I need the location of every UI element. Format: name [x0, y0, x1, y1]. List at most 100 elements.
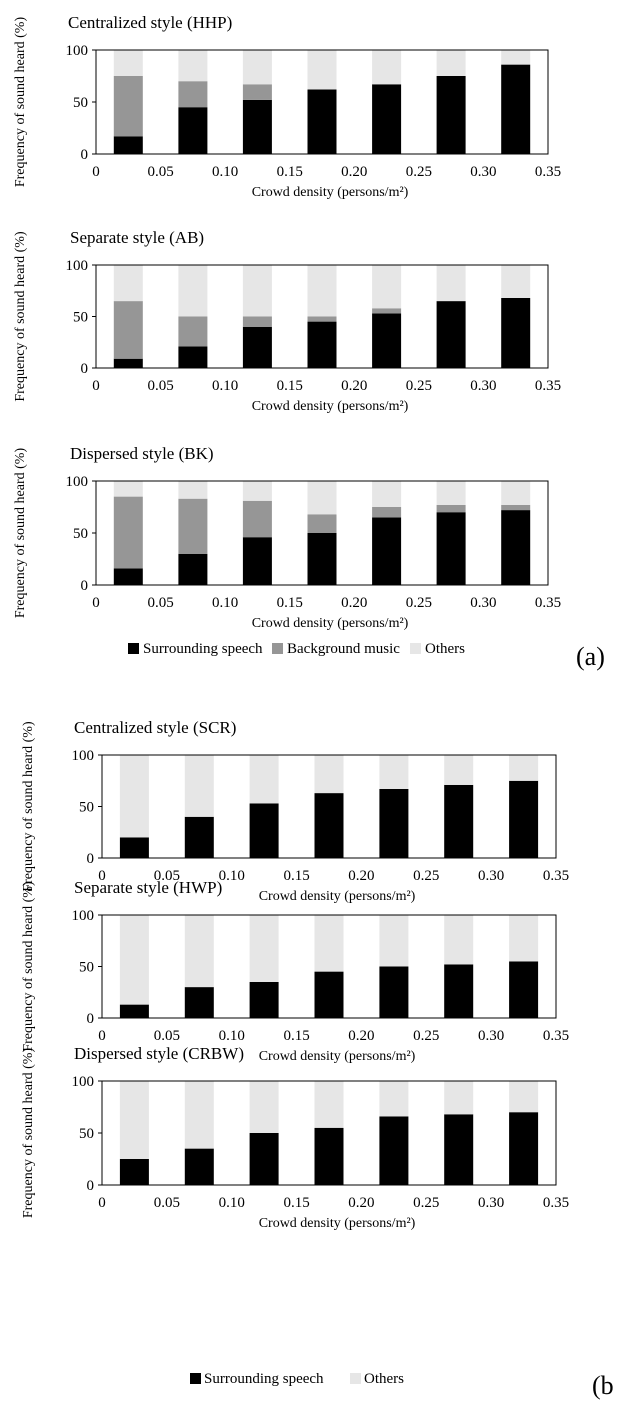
y-tick-label: 0: [81, 361, 89, 377]
bar-segment: [509, 780, 539, 859]
bar-segment: [119, 1159, 149, 1185]
x-tick-label: 0.15: [283, 868, 309, 884]
bar-segment: [178, 107, 208, 154]
legend-b: Surrounding speech Others: [190, 1371, 404, 1387]
bar-segment: [184, 1081, 214, 1149]
bar-segment: [379, 915, 409, 967]
bar-segment: [184, 1148, 214, 1185]
bar-segment: [249, 1133, 279, 1185]
bar-segment: [113, 568, 143, 585]
bar-segment: [307, 50, 337, 90]
bar-segment: [113, 136, 143, 154]
bar-segment: [178, 265, 208, 317]
bar-segment: [501, 64, 531, 154]
y-tick-label: 50: [79, 800, 94, 816]
bar-segment: [501, 504, 531, 511]
bar-segment: [501, 265, 531, 298]
bar-segment: [509, 1112, 539, 1185]
chart-title: Separate style (AB): [70, 228, 204, 247]
x-tick-label: 0.25: [406, 378, 432, 394]
bar-segment: [436, 504, 466, 513]
bar-segment: [249, 915, 279, 982]
y-tick-label: 50: [73, 526, 88, 542]
bar-segment: [307, 265, 337, 317]
bar-segment: [119, 837, 149, 858]
bar-segment: [178, 50, 208, 82]
legend-b-swatch-speech: [190, 1373, 201, 1384]
bar-segment: [501, 50, 531, 65]
bar-segment: [379, 1116, 409, 1185]
bar-segment: [119, 755, 149, 838]
bar-segment: [249, 982, 279, 1018]
bar-segment: [444, 1081, 474, 1115]
x-tick-label: 0.05: [147, 164, 173, 180]
bar-segment: [436, 481, 466, 505]
legend-b-label-speech: Surrounding speech: [204, 1371, 324, 1387]
bar-segment: [509, 961, 539, 1018]
x-tick-label: 0.20: [341, 378, 367, 394]
bar-segment: [119, 915, 149, 1005]
bar-segment: [307, 514, 337, 533]
bar-segment: [242, 481, 272, 501]
legend-a-label-speech: Surrounding speech: [143, 641, 263, 657]
x-axis-label: Crowd density (persons/m²): [259, 1049, 416, 1064]
x-tick-label: 0.30: [478, 868, 504, 884]
x-axis-label: Crowd density (persons/m²): [252, 616, 409, 631]
x-tick-label: 0.05: [154, 1028, 180, 1044]
panel-label-b: (b: [592, 1371, 614, 1400]
chart-1: Centralized style (HHP) 0 50 100 0 0.05 0.10 0.…: [13, 13, 561, 200]
x-tick-label: 0.20: [341, 164, 367, 180]
chart-title: Centralized style (HHP): [68, 13, 232, 32]
legend-a-swatch-others: [410, 643, 421, 654]
bar-segment: [113, 76, 143, 137]
x-tick-label: 0.20: [348, 1028, 374, 1044]
y-tick-label: 100: [66, 474, 89, 490]
x-tick-label: 0.30: [470, 164, 496, 180]
bar-segment: [113, 301, 143, 359]
chart-5: Separate style (HWP) 0 50 100 0 0.05 0.10 0.15 0…: [21, 878, 569, 1064]
bar-segment: [184, 755, 214, 817]
bar-segment: [314, 1081, 344, 1128]
y-tick-label: 100: [66, 258, 89, 274]
y-tick-label: 0: [81, 147, 89, 163]
x-tick-label: 0: [92, 378, 100, 394]
x-tick-label: 0.10: [212, 378, 238, 394]
bar-segment: [242, 500, 272, 538]
legend-a-swatch-speech: [128, 643, 139, 654]
x-tick-label: 0.15: [277, 595, 303, 611]
x-tick-label: 0.35: [535, 378, 561, 394]
y-tick-label: 100: [72, 1074, 95, 1090]
legend-a: Surrounding speech Background music Othe…: [128, 641, 465, 657]
bar-segment: [242, 99, 272, 154]
bar-segment: [184, 915, 214, 988]
x-tick-label: 0.30: [478, 1028, 504, 1044]
bar-segment: [113, 50, 143, 76]
y-tick-label: 0: [81, 578, 89, 594]
x-tick-label: 0.10: [212, 164, 238, 180]
y-tick-label: 0: [87, 1011, 95, 1027]
bar-segment: [501, 298, 531, 368]
x-tick-label: 0.25: [413, 1028, 439, 1044]
x-tick-label: 0.25: [406, 164, 432, 180]
bar-segment: [307, 481, 337, 515]
bar-segment: [314, 793, 344, 858]
y-tick-label: 50: [79, 960, 94, 976]
bar-segment: [307, 321, 337, 368]
y-tick-label: 100: [66, 43, 89, 59]
bar-segment: [379, 755, 409, 789]
panel-label-a: (a): [576, 642, 605, 671]
bar-segment: [372, 481, 402, 507]
x-axis-label: Crowd density (persons/m²): [252, 185, 409, 200]
chart-3: Dispersed style (BK) 0 50 100 0 0.05 0.10 0.15 0…: [13, 444, 561, 631]
bar-segment: [307, 316, 337, 322]
x-axis-label: Crowd density (persons/m²): [252, 399, 409, 414]
bar-segment: [178, 553, 208, 585]
bar-segment: [501, 510, 531, 585]
y-axis-label: Frequency of sound heard (%): [21, 721, 36, 892]
x-tick-label: 0.15: [277, 164, 303, 180]
bar-segment: [444, 964, 474, 1018]
y-axis-label: Frequency of sound heard (%): [13, 448, 28, 619]
bar-segment: [501, 481, 531, 505]
bar-segment: [444, 1114, 474, 1185]
